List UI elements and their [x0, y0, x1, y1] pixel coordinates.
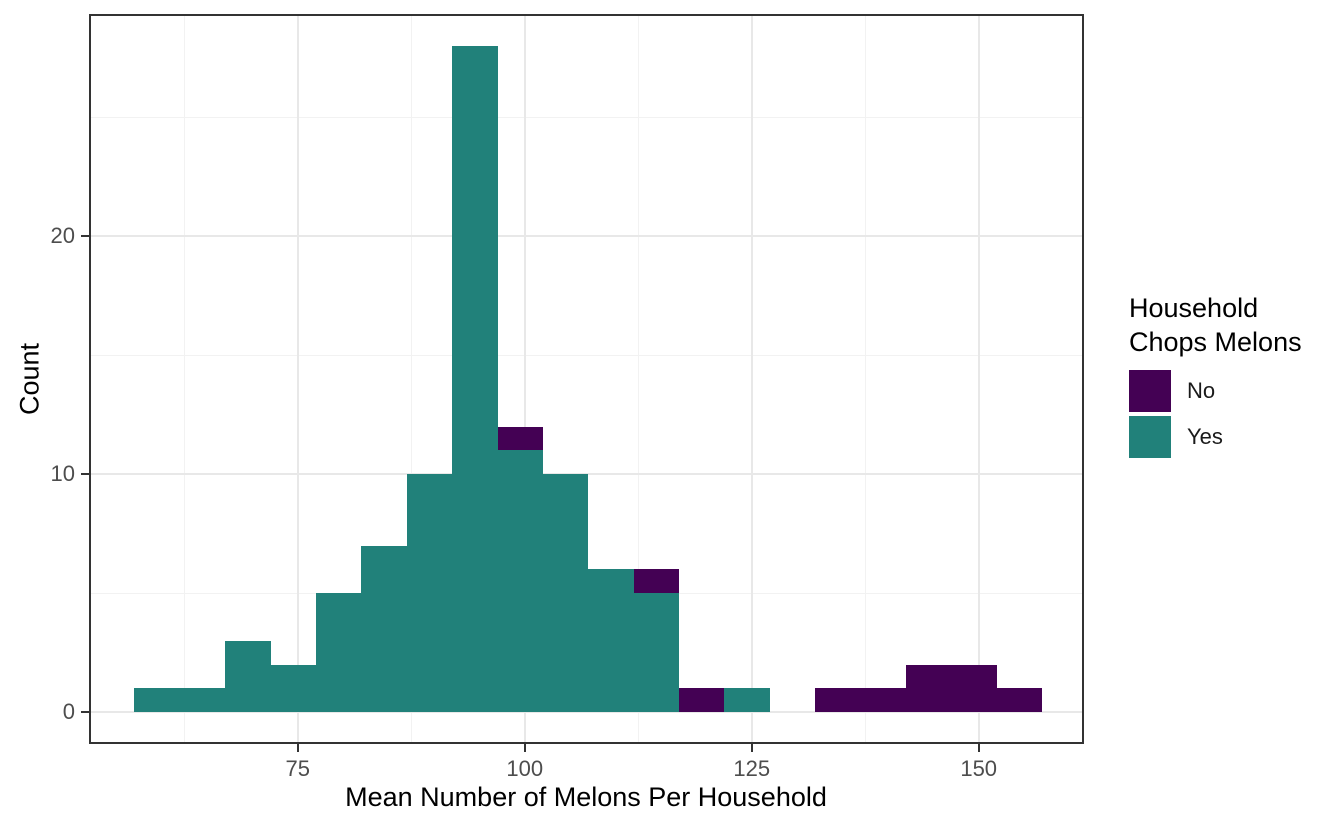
- legend: Household Chops Melons No Yes: [1129, 291, 1302, 462]
- legend-item-no: No: [1129, 370, 1302, 412]
- x-tick-mark: [750, 744, 753, 752]
- gridline-minor-x: [410, 14, 412, 744]
- bar-yes-67: [225, 640, 271, 713]
- x-tick-mark: [977, 744, 980, 752]
- bar-yes-97: [497, 450, 543, 713]
- legend-swatch-no: [1129, 370, 1171, 412]
- bar-no-147: [951, 664, 997, 713]
- x-tick-mark: [296, 744, 299, 752]
- y-axis-title: Count: [14, 342, 45, 416]
- y-tick-label: 0: [62, 699, 75, 725]
- bar-no-112: [633, 569, 680, 594]
- bar-no-97: [497, 426, 543, 451]
- x-axis-title: Mean Number of Melons Per Household: [345, 782, 827, 812]
- legend-item-yes: Yes: [1129, 416, 1302, 458]
- bar-yes-107: [588, 569, 634, 713]
- bar-yes-92: [452, 45, 498, 713]
- x-tick-label: 75: [285, 756, 311, 781]
- gridline-minor-x: [637, 14, 639, 744]
- legend-label-yes: Yes: [1187, 424, 1223, 449]
- gridline-minor-x: [864, 14, 866, 744]
- y-tick-mark: [81, 711, 89, 714]
- legend-title: Household Chops Melons: [1129, 291, 1302, 359]
- y-tick-mark: [81, 235, 89, 238]
- bar-no-132: [815, 688, 861, 713]
- bar-yes-82: [361, 545, 407, 713]
- gridline-major-y: [89, 711, 1084, 714]
- bar-yes-57: [134, 688, 180, 713]
- y-tick-mark: [81, 473, 89, 476]
- x-tick-label: 125: [733, 756, 771, 781]
- y-tick-label: 10: [50, 461, 75, 487]
- gridline-major-x: [523, 14, 526, 744]
- gridline-minor-x: [183, 14, 185, 744]
- x-tick-label: 100: [506, 756, 544, 781]
- y-tick-label: 20: [50, 223, 75, 249]
- x-tick-label: 150: [960, 756, 998, 781]
- bar-no-142: [906, 664, 952, 713]
- bar-yes-87: [406, 474, 453, 713]
- gridline-minor-y: [89, 116, 1084, 118]
- gridline-major-x: [977, 14, 980, 744]
- bar-yes-112: [633, 593, 680, 713]
- legend-label-no: No: [1187, 378, 1216, 403]
- legend-title-line2: Chops Melons: [1129, 327, 1302, 357]
- plot-panel: [89, 14, 1084, 744]
- gridline-minor-y: [89, 354, 1084, 356]
- gridline-major-y: [89, 235, 1084, 238]
- bar-yes-102: [542, 474, 589, 713]
- bar-no-117: [679, 688, 725, 713]
- bar-yes-77: [315, 593, 362, 713]
- bar-yes-72: [270, 664, 316, 713]
- legend-title-line1: Household: [1129, 293, 1259, 323]
- bar-no-137: [860, 688, 907, 713]
- gridline-major-x: [750, 14, 753, 744]
- gridline-major-x: [296, 14, 299, 744]
- bar-yes-62: [179, 688, 226, 713]
- bar-yes-122: [724, 688, 770, 713]
- x-tick-mark: [523, 744, 526, 752]
- legend-swatch-yes: [1129, 416, 1171, 458]
- bar-no-152: [996, 688, 1043, 713]
